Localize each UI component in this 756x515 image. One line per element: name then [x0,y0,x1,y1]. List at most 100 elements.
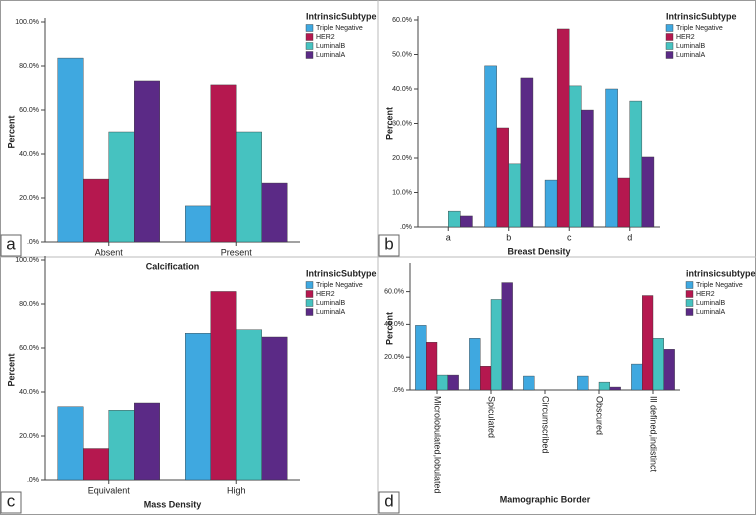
bar [83,178,109,243]
bar [210,291,237,481]
bar [210,84,237,243]
bar [629,100,643,228]
y-tick-label: 60.0% [392,17,412,24]
bar [641,156,655,228]
bar [663,349,675,391]
bar [448,210,461,228]
legend-swatch [685,290,694,298]
bar [652,338,665,391]
y-tick-label: 80.0% [19,301,39,308]
y-tick-label: 80.0% [19,63,39,70]
y-tick-label: 40.0% [19,389,39,396]
legend-swatch [685,281,694,289]
x-tick-label: Microlobulated,lobulated [433,396,443,494]
bar [569,85,582,228]
bar [108,131,135,243]
bar [484,65,497,228]
y-tick-label: .0% [400,224,412,231]
x-tick-label: Ill defined,indistinct [649,396,659,473]
bar [236,329,262,481]
bar [185,205,211,243]
y-tick-label: 60.0% [19,107,39,114]
x-axis-title: Mass Density [144,499,202,509]
bar [185,333,211,481]
y-tick-label: .0% [27,477,39,484]
bar [480,366,492,391]
legend-label: HER2 [316,34,335,41]
legend-label: HER2 [316,291,335,298]
x-tick-label: a [446,232,451,242]
bar [57,406,84,481]
y-axis-title: Percent [384,107,394,140]
legend-label: Triple Negative [696,282,743,289]
bar [134,402,160,481]
bar [490,299,503,391]
bar [520,77,534,228]
legend-swatch [305,290,314,298]
bar [460,215,473,228]
legend-swatch [305,51,314,59]
x-tick-label: Spiculated [487,396,497,438]
legend-label: LuminalA [316,309,346,316]
bar [469,338,481,391]
panel-label-box [378,234,400,257]
bar [57,57,84,243]
y-tick-label: .0% [27,239,39,246]
y-tick-label: 20.0% [384,354,404,361]
panel-label-box [378,491,400,514]
legend-label: LuminalB [316,43,346,50]
x-tick-label: c [567,232,572,242]
legend-swatch [305,24,314,32]
y-tick-label: 30.0% [392,120,412,127]
y-tick-label: .0% [392,387,404,394]
bar [523,375,535,391]
legend-title: IntrinsicSubtype [306,268,377,278]
y-tick-label: 100.0% [15,257,39,264]
legend-swatch [305,42,314,50]
legend-swatch [305,299,314,307]
x-axis-title: Mamographic Border [500,494,591,504]
y-axis-title: Percent [384,312,394,345]
legend-title: IntrinsicSubtype [306,11,377,21]
legend-swatch [685,299,694,307]
x-tick-label: Present [221,247,253,257]
legend-title: IntrinsicSubtype [666,11,737,21]
legend-label: LuminalB [676,43,706,50]
legend-swatch [665,51,674,59]
legend-label: HER2 [676,34,695,41]
legend-swatch [305,281,314,289]
bar [447,374,459,391]
bar [556,28,570,228]
panel-label: b [384,234,393,253]
x-tick-label: Absent [95,247,124,257]
y-tick-label: 60.0% [19,345,39,352]
bar [605,88,618,228]
bar [236,131,262,243]
panel-label-box [0,234,22,257]
y-tick-label: 20.0% [392,155,412,162]
bar [108,410,135,481]
legend-swatch [305,308,314,316]
bar [508,163,522,228]
bar [617,177,630,228]
legend-label: Triple Negative [316,282,363,289]
y-tick-label: 40.0% [19,151,39,158]
legend-label: LuminalA [696,309,726,316]
panel-label-box [0,491,22,514]
bar [581,109,594,228]
legend-label: LuminalA [316,52,346,59]
legend-swatch [305,33,314,41]
x-axis-title: Breast Density [507,246,570,256]
legend-swatch [685,308,694,316]
legend-label: HER2 [696,291,715,298]
bar [631,363,643,391]
legend-swatch [665,42,674,50]
x-tick-label: High [227,485,246,495]
bar [598,381,611,391]
y-tick-label: 20.0% [19,195,39,202]
bar [83,448,109,481]
y-axis-title: Percent [6,115,16,148]
bar [261,182,288,243]
bar [436,374,449,391]
y-tick-label: 40.0% [392,86,412,93]
